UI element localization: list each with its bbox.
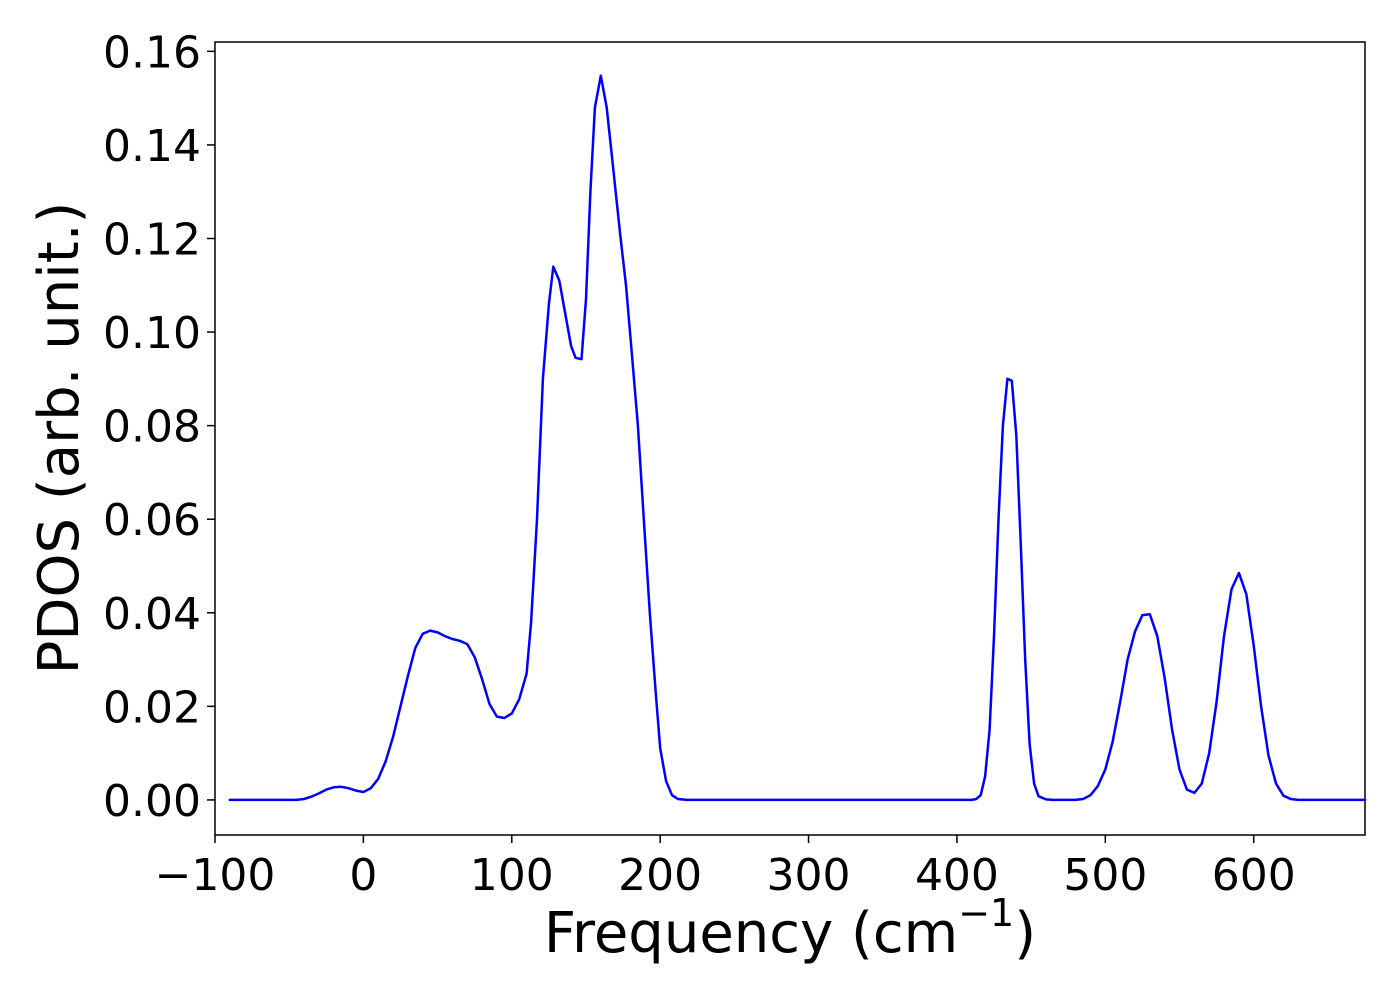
y-tick-label: 0.12 <box>103 214 201 265</box>
x-tick-label: 600 <box>1212 850 1296 901</box>
y-tick-label: 0.10 <box>103 308 201 359</box>
y-axis-ticks: 0.00 0.02 0.04 0.06 0.08 0.10 0.12 0.14 0.16 <box>103 27 215 827</box>
series-line-0 <box>228 74 1367 802</box>
y-tick-label: 0.14 <box>103 121 201 172</box>
y-tick-label: 0.02 <box>103 682 201 733</box>
x-axis-title: Frequency (cm−1) <box>544 891 1036 966</box>
x-tick-label: 100 <box>470 850 554 901</box>
plot-area <box>214 41 1366 836</box>
x-tick-label: −100 <box>155 850 276 901</box>
x-tick-label: 400 <box>915 850 999 901</box>
x-tick-label: 500 <box>1063 850 1147 901</box>
x-axis-ticks: −100 0 100 200 300 400 500 600 <box>155 835 1296 901</box>
y-tick-label: 0.08 <box>103 402 201 453</box>
y-tick-label: 0.06 <box>103 495 201 546</box>
y-tick-label: 0.04 <box>103 589 201 640</box>
x-tick-label: 300 <box>767 850 851 901</box>
x-axis-title-superscript: −1 <box>958 891 1014 935</box>
x-tick-label: 200 <box>618 850 702 901</box>
y-axis-title: PDOS (arb. unit.) <box>27 202 92 675</box>
y-tick-label: 0.16 <box>103 27 201 78</box>
series-layer <box>228 74 1367 802</box>
x-tick-label: 0 <box>349 850 377 901</box>
y-tick-label: 0.00 <box>103 776 201 827</box>
